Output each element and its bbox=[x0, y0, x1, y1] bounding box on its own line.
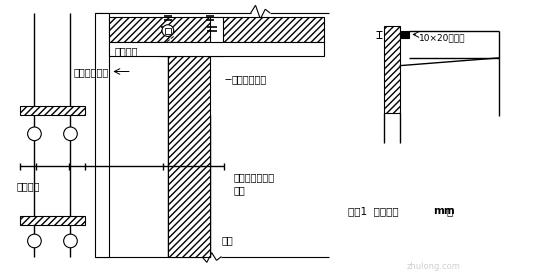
Text: mm: mm bbox=[433, 206, 455, 216]
Text: ）: ） bbox=[446, 206, 452, 216]
Circle shape bbox=[27, 127, 41, 141]
Bar bbox=[20, 216, 85, 226]
Bar bbox=[384, 26, 400, 113]
Circle shape bbox=[64, 127, 77, 141]
Text: 外墙: 外墙 bbox=[221, 235, 233, 245]
Bar bbox=[20, 105, 85, 115]
Bar bbox=[165, 28, 171, 33]
Bar bbox=[168, 56, 210, 256]
Text: 10×20明缝条: 10×20明缝条 bbox=[419, 33, 466, 42]
Text: 内侧配木模板: 内侧配木模板 bbox=[231, 75, 266, 84]
Text: 节点1  （单位：: 节点1 （单位： bbox=[348, 206, 399, 216]
Bar bbox=[109, 17, 324, 42]
Text: 穿墙螺栓与外架
拉接: 穿墙螺栓与外架 拉接 bbox=[233, 172, 274, 195]
Bar bbox=[95, 13, 109, 256]
Bar bbox=[109, 42, 324, 56]
Bar bbox=[157, 42, 178, 56]
Text: zhulong.com: zhulong.com bbox=[406, 262, 460, 271]
Text: 外侧配大模板: 外侧配大模板 bbox=[74, 68, 109, 78]
Circle shape bbox=[64, 234, 77, 248]
Text: 通长木方: 通长木方 bbox=[114, 46, 138, 56]
Text: 外脚手架: 外脚手架 bbox=[17, 182, 41, 192]
Bar bbox=[210, 17, 223, 56]
Bar bbox=[400, 31, 410, 38]
Circle shape bbox=[162, 25, 173, 36]
Circle shape bbox=[27, 234, 41, 248]
